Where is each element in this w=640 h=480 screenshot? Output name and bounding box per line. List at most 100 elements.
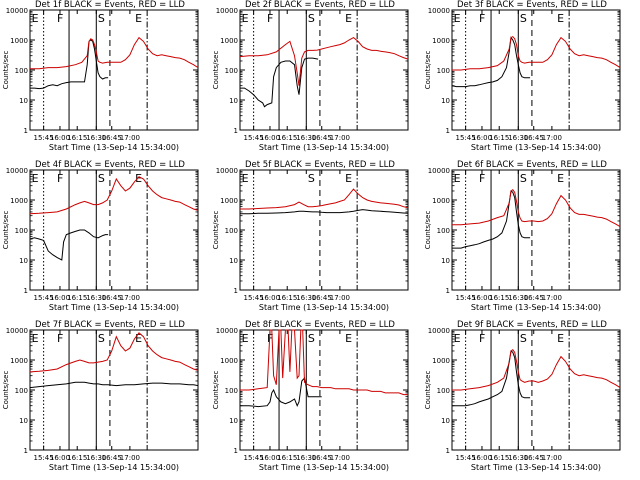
x-axis-label: Start Time (13-Sep-14 15:34:00)	[471, 463, 601, 472]
marker-label: S	[308, 12, 315, 25]
plot-frame	[29, 169, 199, 291]
chart-title: Det 5f BLACK = Events, RED = LLD	[245, 160, 395, 170]
y-tick-label: 1000	[432, 357, 450, 365]
chart-panel-3: Det 3f BLACK = Events, RED = LLD 1 10 100 10…	[424, 0, 621, 152]
y-axis-label: Counts/sec	[2, 211, 10, 250]
x-tick-label: 17:00	[542, 454, 562, 462]
y-tick-label: 10000	[6, 7, 28, 15]
plot-frame	[451, 329, 621, 451]
y-tick-label: 1	[234, 447, 238, 455]
y-tick-label: 100	[15, 227, 28, 235]
y-tick-label: 100	[437, 67, 450, 75]
x-tick-label: 16:00	[50, 454, 70, 462]
x-tick-label: 16:45	[102, 454, 122, 462]
marker-label: F	[479, 12, 485, 25]
y-tick-label: 1	[24, 127, 28, 135]
y-tick-label: 1000	[10, 37, 28, 45]
x-tick-label: 17:00	[542, 134, 562, 142]
y-tick-label: 1	[234, 127, 238, 135]
y-tick-label: 100	[225, 227, 238, 235]
x-tick-label: 15:45	[34, 454, 54, 462]
y-axis-label: Counts/sec	[212, 51, 220, 90]
chart-panel-4: Det 4f BLACK = Events, RED = LLD 1 10 100 10…	[2, 160, 199, 312]
x-axis-label: Start Time (13-Sep-14 15:34:00)	[471, 143, 601, 152]
series-line-events	[240, 57, 319, 108]
y-tick-label: 1	[24, 287, 28, 295]
x-tick-label: 16:00	[472, 294, 492, 302]
marker-label: F	[57, 12, 63, 25]
y-tick-label: 1	[24, 447, 28, 455]
y-tick-label: 10	[19, 97, 28, 105]
x-tick-label: 16:30	[86, 134, 106, 142]
x-tick-label: 16:30	[86, 454, 106, 462]
y-tick-label: 100	[225, 387, 238, 395]
chart-title: Det 4f BLACK = Events, RED = LLD	[35, 160, 185, 170]
chart-title: Det 1f BLACK = Events, RED = LLD	[35, 0, 185, 10]
x-tick-label: 15:45	[456, 294, 476, 302]
marker-label: F	[267, 332, 273, 345]
y-tick-label: 10	[229, 417, 238, 425]
chart-title: Det 8f BLACK = Events, RED = LLD	[245, 320, 395, 330]
x-tick-label: 16:45	[524, 294, 544, 302]
marker-label: E	[32, 332, 39, 345]
marker-label: F	[479, 172, 485, 185]
marker-label: E	[242, 12, 249, 25]
x-tick-label: 16:00	[472, 134, 492, 142]
y-tick-label: 10000	[6, 327, 28, 335]
series-line-lld	[240, 329, 408, 396]
y-axis-label: Counts/sec	[424, 211, 432, 250]
y-axis-label: Counts/sec	[212, 211, 220, 250]
series-line-lld	[452, 189, 621, 228]
y-axis-label: Counts/sec	[212, 371, 220, 410]
x-tick-label: 16:30	[86, 294, 106, 302]
x-tick-label: 15:45	[34, 134, 54, 142]
x-tick-label: 16:15	[489, 134, 509, 142]
y-tick-label: 10	[19, 257, 28, 265]
x-tick-label: 16:00	[260, 454, 280, 462]
x-tick-label: 17:00	[542, 294, 562, 302]
marker-label: F	[267, 12, 273, 25]
x-tick-label: 17:00	[330, 134, 350, 142]
y-tick-label: 10000	[216, 7, 238, 15]
plot-frame	[239, 329, 409, 451]
series-line-lld	[29, 332, 199, 373]
marker-label: E	[32, 172, 39, 185]
x-tick-label: 16:15	[67, 294, 87, 302]
marker-label: E	[135, 172, 142, 185]
series-line-events	[452, 190, 531, 249]
marker-label: S	[98, 12, 105, 25]
chart-panel-8: Det 8f BLACK = Events, RED = LLD 1 10 100 10…	[212, 320, 409, 472]
y-tick-label: 100	[15, 67, 28, 75]
chart-panel-1: Det 1f BLACK = Events, RED = LLD 1 10 100 10…	[2, 0, 199, 152]
marker-label: E	[345, 172, 352, 185]
marker-label: E	[557, 332, 564, 345]
y-tick-label: 10	[229, 97, 238, 105]
x-tick-label: 15:45	[456, 454, 476, 462]
marker-label: E	[454, 172, 461, 185]
y-tick-label: 10000	[428, 327, 450, 335]
x-tick-label: 16:00	[50, 294, 70, 302]
series-line-events	[240, 377, 322, 408]
chart-title: Det 3f BLACK = Events, RED = LLD	[457, 0, 607, 10]
x-axis-label: Start Time (13-Sep-14 15:34:00)	[259, 463, 389, 472]
x-axis-label: Start Time (13-Sep-14 15:34:00)	[49, 463, 179, 472]
y-tick-label: 10	[441, 417, 450, 425]
marker-label: E	[454, 12, 461, 25]
marker-label: E	[242, 172, 249, 185]
y-tick-label: 10000	[428, 167, 450, 175]
plot-frame	[29, 9, 199, 131]
series-line-lld	[239, 37, 409, 86]
marker-label: E	[557, 172, 564, 185]
y-axis-label: Counts/sec	[424, 371, 432, 410]
marker-label: S	[520, 332, 527, 345]
y-tick-label: 1	[446, 127, 450, 135]
x-tick-label: 16:30	[508, 454, 528, 462]
x-tick-label: 16:00	[260, 294, 280, 302]
chart-panel-5: Det 5f BLACK = Events, RED = LLD 1 10 100 10…	[212, 160, 409, 312]
marker-label: E	[345, 12, 352, 25]
x-axis-label: Start Time (13-Sep-14 15:34:00)	[49, 303, 179, 312]
series-line-events	[451, 36, 531, 88]
y-tick-label: 10000	[428, 7, 450, 15]
chart-title: Det 7f BLACK = Events, RED = LLD	[35, 320, 185, 330]
series-line-lld	[30, 36, 199, 70]
